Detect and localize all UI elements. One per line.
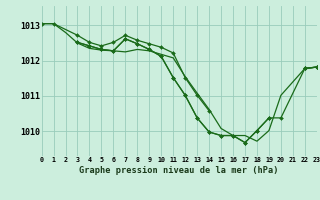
X-axis label: Graphe pression niveau de la mer (hPa): Graphe pression niveau de la mer (hPa) (79, 166, 279, 175)
